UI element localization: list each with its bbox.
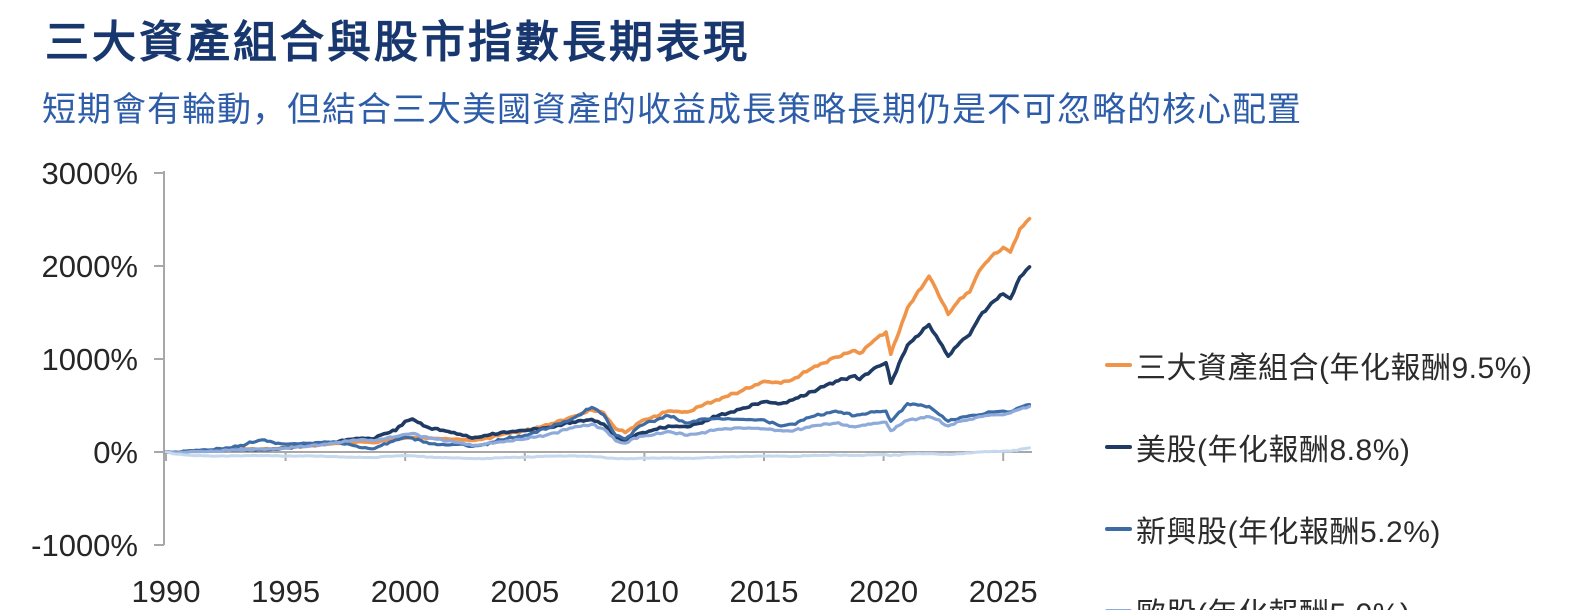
us-stocks-line-swatch-icon xyxy=(1105,445,1132,449)
chart-legend: 三大資產組合(年化報酬9.5%) 美股(年化報酬8.8%) 新興股(年化報酬5.… xyxy=(1105,150,1575,610)
y-axis-tick-label: -1000% xyxy=(31,528,138,563)
portfolio-line-swatch-icon xyxy=(1105,363,1132,367)
series-line-4 xyxy=(164,446,1031,461)
chart-canvas: 3000% 2000% 1000% 0% -1000% 1990 1995 2000 2005 2… xyxy=(31,156,1038,609)
x-axis-tick-label: 2015 xyxy=(730,574,799,609)
x-axis-tick-label: 2000 xyxy=(371,574,440,609)
x-axis-tick-label: 2005 xyxy=(490,574,559,609)
x-axis-tick-label: 1995 xyxy=(251,574,320,609)
legend-item-us-stocks: 美股(年化報酬8.8%) xyxy=(1105,430,1410,467)
x-axis-tick-label: 1990 xyxy=(132,574,201,609)
x-axis-tick-label: 2025 xyxy=(969,574,1038,609)
legend-item-portfolio: 三大資產組合(年化報酬9.5%) xyxy=(1105,348,1532,385)
page-title: 三大資產組合與股市指數長期表現 xyxy=(45,18,750,67)
legend-label: 新興股(年化報酬5.2%) xyxy=(1136,516,1441,549)
page-subtitle: 短期會有輪動，但結合三大美國資產的收益成長策略長期仍是不可忽略的核心配置 xyxy=(42,91,1302,129)
legend-label: 美股(年化報酬8.8%) xyxy=(1136,434,1411,467)
emerging-stocks-line-swatch-icon xyxy=(1105,527,1132,531)
series-line-3 xyxy=(164,404,1032,455)
x-axis-tick-label: 2010 xyxy=(610,574,679,609)
legend-label: 三大資產組合(年化報酬9.5%) xyxy=(1136,352,1533,385)
series-line-0 xyxy=(164,216,1032,455)
legend-item-europe-stocks: 歐股(年化報酬5.0%) xyxy=(1105,594,1410,610)
y-axis-tick-label: 1000% xyxy=(41,342,138,377)
y-axis-tick-label: 0% xyxy=(93,435,138,470)
legend-label: 歐股(年化報酬5.0%) xyxy=(1136,589,1410,610)
y-axis-tick-label: 2000% xyxy=(41,249,138,284)
legend-item-emerging-stocks: 新興股(年化報酬5.2%) xyxy=(1105,512,1441,549)
performance-line-chart: 3000% 2000% 1000% 0% -1000% 1990 1995 2000 2005 2… xyxy=(0,150,1080,610)
y-axis-tick-label: 3000% xyxy=(41,156,138,191)
series-line-2 xyxy=(164,402,1032,455)
x-axis-tick-label: 2020 xyxy=(849,574,918,609)
